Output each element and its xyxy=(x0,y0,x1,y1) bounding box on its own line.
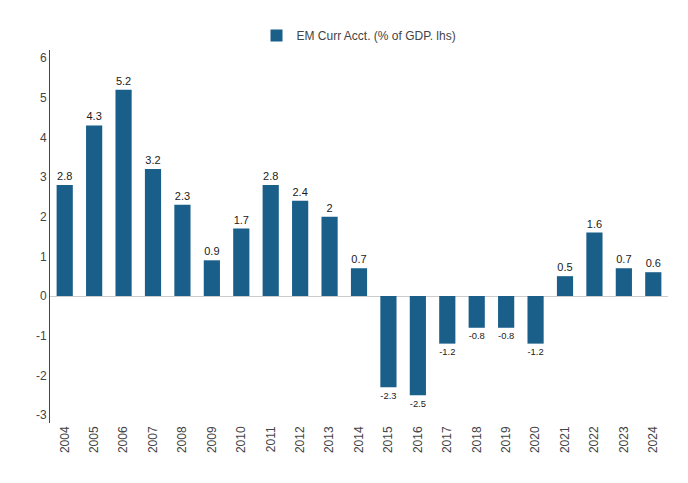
svg-text:0: 0 xyxy=(40,289,47,303)
svg-text:5: 5 xyxy=(40,91,47,105)
svg-text:0.6: 0.6 xyxy=(646,257,661,269)
svg-text:1: 1 xyxy=(40,250,47,264)
svg-text:-0.8: -0.8 xyxy=(469,331,485,341)
svg-text:2015: 2015 xyxy=(381,426,395,453)
svg-text:2021: 2021 xyxy=(558,426,572,453)
svg-text:2014: 2014 xyxy=(352,426,366,453)
svg-text:2004: 2004 xyxy=(58,426,72,453)
svg-text:2.8: 2.8 xyxy=(57,170,72,182)
svg-text:2022: 2022 xyxy=(587,426,601,453)
svg-text:6: 6 xyxy=(40,51,47,65)
svg-text:3: 3 xyxy=(40,170,47,184)
svg-text:2: 2 xyxy=(327,202,333,214)
svg-text:1.7: 1.7 xyxy=(234,214,249,226)
svg-text:2.4: 2.4 xyxy=(292,186,307,198)
svg-text:2013: 2013 xyxy=(322,426,336,453)
svg-text:2023: 2023 xyxy=(617,426,631,453)
svg-text:3.2: 3.2 xyxy=(145,154,160,166)
svg-text:0.9: 0.9 xyxy=(204,245,219,257)
svg-text:4: 4 xyxy=(40,131,47,145)
svg-text:2009: 2009 xyxy=(205,426,219,453)
svg-text:-2.3: -2.3 xyxy=(380,391,396,401)
svg-text:-3: -3 xyxy=(36,408,47,422)
svg-text:2: 2 xyxy=(40,210,47,224)
svg-text:0.5: 0.5 xyxy=(557,261,572,273)
svg-text:-1: -1 xyxy=(36,329,47,343)
svg-text:2007: 2007 xyxy=(146,426,160,453)
svg-text:2024: 2024 xyxy=(646,426,660,453)
svg-text:-0.8: -0.8 xyxy=(498,331,514,341)
svg-text:EM Curr Acct. (% of GDP. lhs): EM Curr Acct. (% of GDP. lhs) xyxy=(297,29,456,43)
svg-text:5.2: 5.2 xyxy=(116,75,131,87)
svg-text:2019: 2019 xyxy=(499,426,513,453)
svg-text:-2: -2 xyxy=(36,369,47,383)
svg-text:2.3: 2.3 xyxy=(175,190,190,202)
svg-text:2010: 2010 xyxy=(234,426,248,453)
svg-text:2005: 2005 xyxy=(87,426,101,453)
svg-text:2020: 2020 xyxy=(528,426,542,453)
svg-text:-1.2: -1.2 xyxy=(527,347,543,357)
svg-text:2017: 2017 xyxy=(440,426,454,453)
svg-text:-1.2: -1.2 xyxy=(439,347,455,357)
svg-text:1.6: 1.6 xyxy=(587,218,602,230)
svg-text:2008: 2008 xyxy=(175,426,189,453)
svg-text:0.7: 0.7 xyxy=(351,253,366,265)
svg-text:2011: 2011 xyxy=(264,426,278,452)
svg-text:4.3: 4.3 xyxy=(86,110,101,122)
svg-text:2012: 2012 xyxy=(293,426,307,453)
svg-text:0.7: 0.7 xyxy=(616,253,631,265)
svg-text:2006: 2006 xyxy=(116,426,130,453)
svg-text:-2.5: -2.5 xyxy=(410,399,426,409)
svg-text:2.8: 2.8 xyxy=(263,170,278,182)
svg-text:2016: 2016 xyxy=(411,426,425,453)
svg-text:2018: 2018 xyxy=(470,426,484,453)
